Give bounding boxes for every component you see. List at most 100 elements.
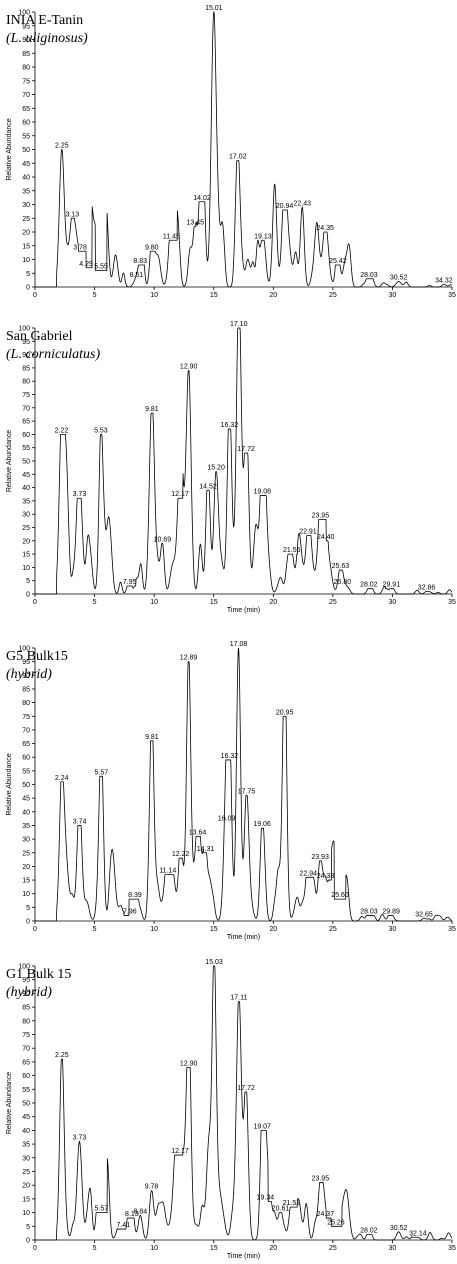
y-tick-label: 5 [26, 271, 30, 278]
peak-label: 32.14 [409, 1230, 427, 1237]
y-tick-label: 15 [22, 243, 30, 250]
y-tick-label: 75 [22, 392, 30, 399]
y-tick-label: 10 [22, 565, 30, 572]
y-tick-label: 60 [22, 755, 30, 762]
peak-label: 22.91 [299, 528, 317, 535]
x-tick-label: 10 [150, 1245, 158, 1252]
y-tick-label: 35 [22, 498, 30, 505]
peak-label: 17.10 [230, 321, 248, 328]
x-tick-label: 0 [33, 926, 37, 933]
peak-label: 13.45 [186, 220, 204, 227]
x-tick-label: 0 [33, 599, 37, 606]
x-tick-label: 30 [389, 599, 397, 606]
peak-label: 5.57 [95, 769, 109, 776]
peak-label: 15.01 [205, 5, 223, 12]
peak-label: 2.22 [55, 427, 69, 434]
y-tick-label: 0 [26, 592, 30, 599]
peak-label: 17.08 [230, 641, 248, 648]
peak-label: 11.45 [163, 233, 180, 240]
x-axis-label: Time (min) [227, 934, 260, 941]
y-tick-label: 15 [22, 552, 30, 559]
peak-label: 29.91 [383, 582, 401, 589]
x-tick-label: 15 [210, 926, 218, 933]
peak-label: 32.65 [415, 911, 433, 918]
y-tick-label: 75 [22, 714, 30, 721]
y-tick-label: 65 [22, 1059, 30, 1066]
peak-label: 14.02 [193, 195, 211, 202]
chromatogram-trace [35, 965, 453, 1241]
y-tick-label: 90 [22, 991, 30, 998]
peak-label: 12.22 [172, 851, 190, 858]
peak-label: 12.90 [180, 364, 198, 371]
peak-label: 24.35 [316, 225, 334, 232]
x-tick-label: 10 [150, 292, 158, 299]
peak-label: 15.20 [207, 465, 225, 472]
y-tick-label: 5 [26, 905, 30, 912]
x-tick-label: 30 [389, 926, 397, 933]
y-tick-label: 55 [22, 768, 30, 775]
peak-label: 23.95 [312, 513, 330, 520]
y-tick-label: 15 [22, 1196, 30, 1203]
x-tick-label: 10 [150, 926, 158, 933]
x-tick-label: 20 [269, 599, 277, 606]
peak-label: 19.07 [253, 1123, 271, 1130]
peak-label: 22.43 [293, 200, 311, 207]
peak-label: 24.40 [317, 534, 335, 541]
x-tick-label: 5 [93, 1245, 97, 1252]
peak-label: 9.81 [145, 406, 159, 413]
chromatogram-trace [35, 11, 453, 288]
peak-label: 23.95 [312, 1175, 330, 1182]
peak-label: 21.55 [283, 547, 301, 554]
y-tick-label: 60 [22, 1073, 30, 1080]
y-tick-label: 35 [22, 188, 30, 195]
x-tick-label: 25 [329, 1245, 337, 1252]
y-tick-label: 20 [22, 538, 30, 545]
y-tick-label: 40 [22, 1128, 30, 1135]
y-tick-label: 95 [22, 339, 30, 346]
y-tick-label: 10 [22, 1210, 30, 1217]
x-axis-label: Time (min) [227, 607, 260, 614]
peak-label: 28.03 [360, 909, 378, 916]
peak-label: 7.96 [123, 909, 137, 916]
y-tick-label: 70 [22, 92, 30, 99]
y-tick-label: 10 [22, 891, 30, 898]
y-tick-label: 45 [22, 472, 30, 479]
peak-label: 17.11 [230, 995, 247, 1002]
peak-label: 3.73 [73, 491, 87, 498]
y-tick-label: 40 [22, 809, 30, 816]
y-tick-label: 10 [22, 257, 30, 264]
x-tick-label: 25 [329, 292, 337, 299]
sample-subtitle: (hybrid) [6, 667, 52, 682]
y-tick-label: 40 [22, 485, 30, 492]
y-tick-label: 0 [26, 919, 30, 926]
y-tick-label: 100 [18, 964, 30, 971]
y-tick-label: 80 [22, 65, 30, 72]
peak-label: 13.64 [189, 829, 207, 836]
x-axis-label: Time (min) [227, 1253, 260, 1260]
y-tick-label: 100 [18, 646, 30, 653]
y-tick-label: 65 [22, 741, 30, 748]
y-tick-label: 5 [26, 578, 30, 585]
y-tick-label: 55 [22, 445, 30, 452]
y-tick-label: 80 [22, 1018, 30, 1025]
y-tick-label: 70 [22, 727, 30, 734]
peak-label: 28.02 [360, 582, 378, 589]
y-tick-label: 50 [22, 459, 30, 466]
peak-label: 25.63 [332, 563, 350, 570]
x-tick-label: 0 [33, 292, 37, 299]
peak-label: 17.72 [237, 1085, 255, 1092]
y-tick-label: 85 [22, 1005, 30, 1012]
x-tick-label: 35 [448, 1245, 456, 1252]
y-tick-label: 65 [22, 419, 30, 426]
peak-label: 11.14 [159, 868, 176, 875]
y-tick-label: 30 [22, 512, 30, 519]
y-tick-label: 45 [22, 1114, 30, 1121]
peak-label: 3.13 [65, 211, 79, 218]
x-tick-label: 30 [389, 292, 397, 299]
x-tick-label: 20 [269, 926, 277, 933]
y-tick-label: 70 [22, 405, 30, 412]
y-tick-label: 90 [22, 352, 30, 359]
peak-label: 29.89 [382, 909, 400, 916]
peak-label: 19.13 [254, 233, 272, 240]
